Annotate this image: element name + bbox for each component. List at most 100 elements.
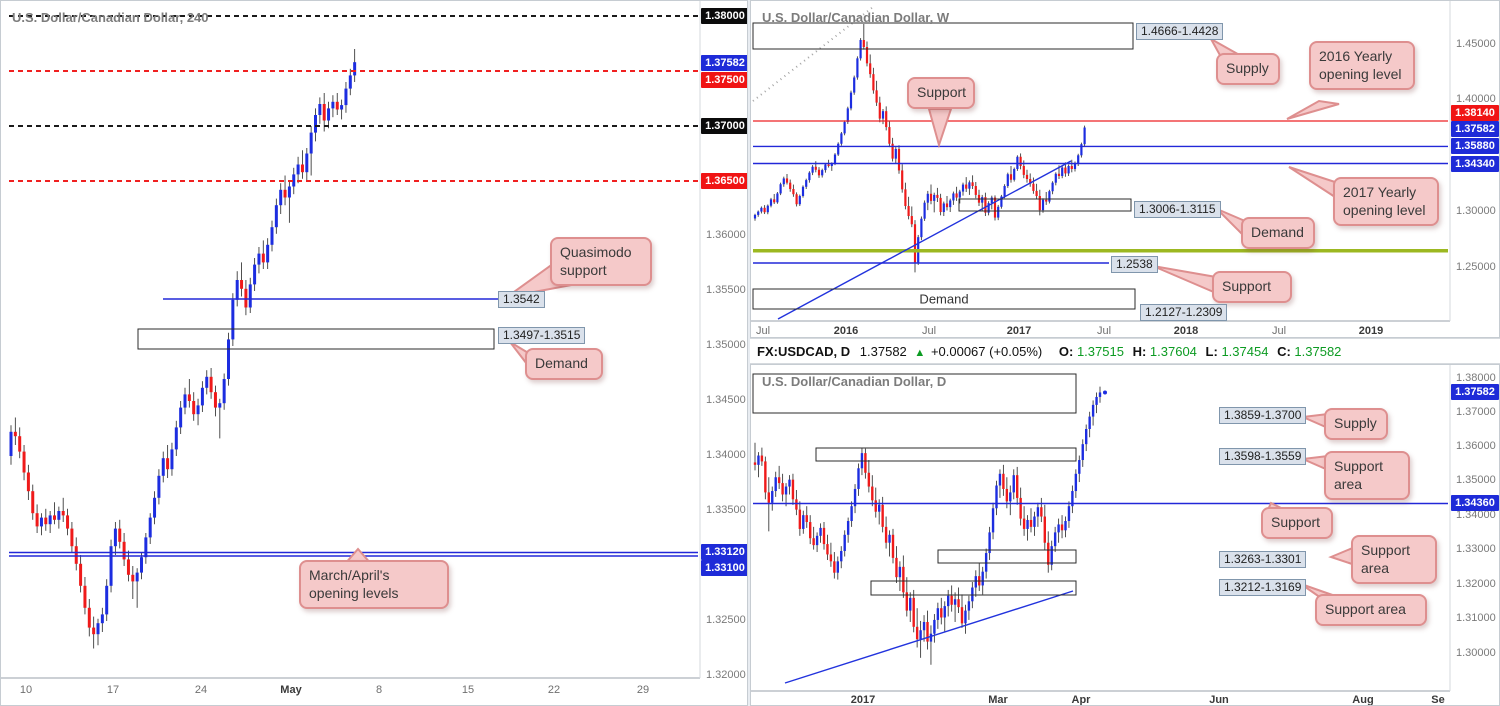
- supply-zone[interactable]: [752, 373, 1077, 414]
- y-axis-label: 1.33000: [1456, 543, 1496, 555]
- x-axis-label: 10: [19, 684, 33, 696]
- callout-note[interactable]: Demand: [525, 348, 603, 380]
- close-label: C:: [1277, 344, 1291, 359]
- high-label: H:: [1132, 344, 1147, 359]
- y-axis-label: 1.31000: [1456, 612, 1496, 624]
- price-axis-tag: 1.37000: [701, 118, 747, 134]
- price-axis-tag: 1.37500: [701, 72, 747, 88]
- callout-note[interactable]: Support area: [1324, 451, 1410, 500]
- rising-trendline[interactable]: [784, 590, 1074, 684]
- callout-note[interactable]: Support area: [1351, 535, 1437, 584]
- callout-note[interactable]: Support area: [1315, 594, 1427, 626]
- price-range-label[interactable]: 1.3497-1.3515: [498, 327, 586, 344]
- x-axis-label: Se: [1431, 694, 1445, 706]
- price-range-label[interactable]: 1.3859-1.3700: [1219, 407, 1307, 424]
- price-axis-tag: 1.37582: [1451, 384, 1499, 400]
- y-axis-label: 1.35000: [1456, 474, 1496, 486]
- x-axis-label: 2017: [1006, 325, 1032, 337]
- callout-note[interactable]: Support: [1212, 271, 1292, 303]
- up-arrow-icon: ▲: [914, 347, 926, 359]
- x-axis-label: Jul: [755, 325, 771, 337]
- demand-zone[interactable]: [137, 328, 495, 350]
- zone-label: Demand: [919, 291, 969, 307]
- chart-title-daily: U.S. Dollar/Canadian Dollar, D: [762, 374, 947, 389]
- symbol-status-bar: FX:USDCAD, D 1.37582 ▲ +0.00067 (+0.05%)…: [750, 338, 1500, 364]
- y-axis-label: 1.34000: [706, 449, 746, 461]
- y-axis-label: 1.35000: [706, 339, 746, 351]
- price-axis-tag: 1.35880: [1451, 138, 1499, 154]
- price-axis-tag: 1.34360: [1451, 495, 1499, 511]
- y-axis-label: 1.32000: [1456, 578, 1496, 590]
- last-price-dot: [1103, 390, 1107, 395]
- chart-panel-usdcad-daily[interactable]: Supply Support area Support Support area Sup…: [750, 364, 1500, 706]
- demand-zone[interactable]: [958, 198, 1132, 212]
- callout-note[interactable]: Support: [1261, 507, 1333, 539]
- callout-note[interactable]: March/April's opening levels: [299, 560, 449, 609]
- candlestick-series: [9, 49, 357, 649]
- candlestick-chart-weekly: [751, 1, 1451, 322]
- rising-trendline[interactable]: [777, 160, 1072, 320]
- x-axis-label: Jun: [1209, 694, 1229, 706]
- x-axis-label: 15: [461, 684, 475, 696]
- ticker-symbol[interactable]: FX:USDCAD, D: [757, 344, 851, 359]
- y-axis-label: 1.34000: [1456, 509, 1496, 521]
- callout-note[interactable]: Supply: [1216, 53, 1280, 85]
- price-axis-tag: 1.33100: [701, 560, 747, 576]
- chart-panel-usdcad-weekly[interactable]: Demand Supply 2016 Yearly opening level Sup…: [750, 0, 1500, 338]
- price-range-label[interactable]: 1.3598-1.3559: [1219, 448, 1307, 465]
- callout-tail: [1286, 99, 1340, 120]
- price-range-label[interactable]: 1.3263-1.3301: [1219, 551, 1307, 568]
- callout-note[interactable]: Support: [907, 77, 975, 109]
- y-axis-label: 1.36000: [706, 229, 746, 241]
- callout-note[interactable]: Demand: [1241, 217, 1315, 249]
- x-axis-label: Jul: [1096, 325, 1112, 337]
- price-range-label[interactable]: 1.2127-1.2309: [1140, 304, 1228, 321]
- price-axis-tag: 1.37582: [701, 55, 747, 71]
- callout-note[interactable]: 2017 Yearly opening level: [1333, 177, 1439, 226]
- high-value: 1.37604: [1149, 344, 1197, 359]
- price-axis-tag: 1.38140: [1451, 105, 1499, 121]
- price-range-label[interactable]: 1.3006-1.3115: [1134, 201, 1221, 218]
- price-range-label[interactable]: 1.2538: [1111, 256, 1158, 273]
- price-range-label[interactable]: 1.4666-1.4428: [1136, 23, 1224, 40]
- low-label: L:: [1205, 344, 1218, 359]
- price-axis-tag: 1.37582: [1451, 121, 1499, 137]
- support-area[interactable]: [870, 580, 1077, 596]
- y-axis-label: 1.40000: [1456, 93, 1496, 105]
- low-value: 1.37454: [1221, 344, 1269, 359]
- x-axis-label: Apr: [1071, 694, 1091, 706]
- y-axis-label: 1.30000: [1456, 647, 1496, 659]
- x-axis-label: 29: [636, 684, 650, 696]
- supply-zone[interactable]: [752, 22, 1134, 50]
- price-range-label[interactable]: 1.3542: [498, 291, 545, 308]
- price-axis-tag: 1.34340: [1451, 156, 1499, 172]
- price-axis-tag: 1.33120: [701, 544, 747, 560]
- x-axis-label: 22: [547, 684, 561, 696]
- x-axis-label: 17: [106, 684, 120, 696]
- price-range-label[interactable]: 1.3212-1.3169: [1219, 579, 1307, 596]
- y-axis-label: 1.32000: [706, 669, 746, 681]
- x-axis-label: May: [280, 684, 302, 696]
- y-axis-label: 1.38000: [1456, 372, 1496, 384]
- x-axis-label: 2019: [1358, 325, 1384, 337]
- support-area[interactable]: [815, 447, 1077, 462]
- callout-note[interactable]: Quasimodo support: [550, 237, 652, 286]
- y-axis-label: 1.30000: [1456, 205, 1496, 217]
- open-label: O:: [1058, 344, 1074, 359]
- x-axis-label: 8: [375, 684, 383, 696]
- y-axis-label: 1.36000: [1456, 440, 1496, 452]
- open-value: 1.37515: [1076, 344, 1124, 359]
- x-axis-label: 24: [194, 684, 208, 696]
- support-area[interactable]: [937, 549, 1077, 564]
- callout-note[interactable]: 2016 Yearly opening level: [1309, 41, 1415, 90]
- chart-title-240: U.S. Dollar/Canadian Dollar, 240: [12, 10, 209, 25]
- callout-note[interactable]: Supply: [1324, 408, 1388, 440]
- demand-zone[interactable]: [752, 288, 1136, 310]
- rising-dotted-line[interactable]: [752, 6, 874, 102]
- chart-panel-usdcad-240[interactable]: Quasimodo support Demand March/April's ope…: [0, 0, 748, 706]
- y-axis-label: 1.34500: [706, 394, 746, 406]
- price-axis-tag: 1.38000: [701, 8, 747, 24]
- x-axis-label: Aug: [1352, 694, 1374, 706]
- x-axis-label: 2018: [1173, 325, 1199, 337]
